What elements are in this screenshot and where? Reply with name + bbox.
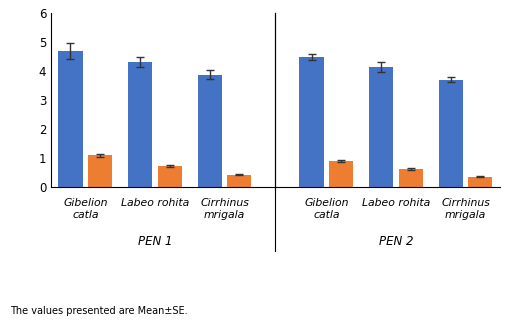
Bar xyxy=(328,161,353,187)
Bar xyxy=(88,156,112,187)
Text: PEN 1: PEN 1 xyxy=(137,235,172,248)
Bar xyxy=(438,80,462,187)
Bar xyxy=(157,166,182,187)
Text: Cirrhinus
mrigala: Cirrhinus mrigala xyxy=(200,198,248,220)
Text: Labeo rohita: Labeo rohita xyxy=(361,198,429,208)
Bar xyxy=(197,75,221,187)
Text: PEN 2: PEN 2 xyxy=(378,235,412,248)
Bar xyxy=(58,51,82,187)
Bar xyxy=(398,169,422,187)
Bar xyxy=(227,175,251,187)
Bar xyxy=(467,176,492,187)
Text: Cirrhinus
mrigala: Cirrhinus mrigala xyxy=(440,198,489,220)
Bar xyxy=(368,67,392,187)
Bar xyxy=(299,57,323,187)
Text: Labeo rohita: Labeo rohita xyxy=(121,198,189,208)
Text: Gibelion
catla: Gibelion catla xyxy=(303,198,348,220)
Text: The values presented are Mean±SE.: The values presented are Mean±SE. xyxy=(10,306,187,316)
Text: Gibelion
catla: Gibelion catla xyxy=(63,198,107,220)
Bar xyxy=(128,62,152,187)
